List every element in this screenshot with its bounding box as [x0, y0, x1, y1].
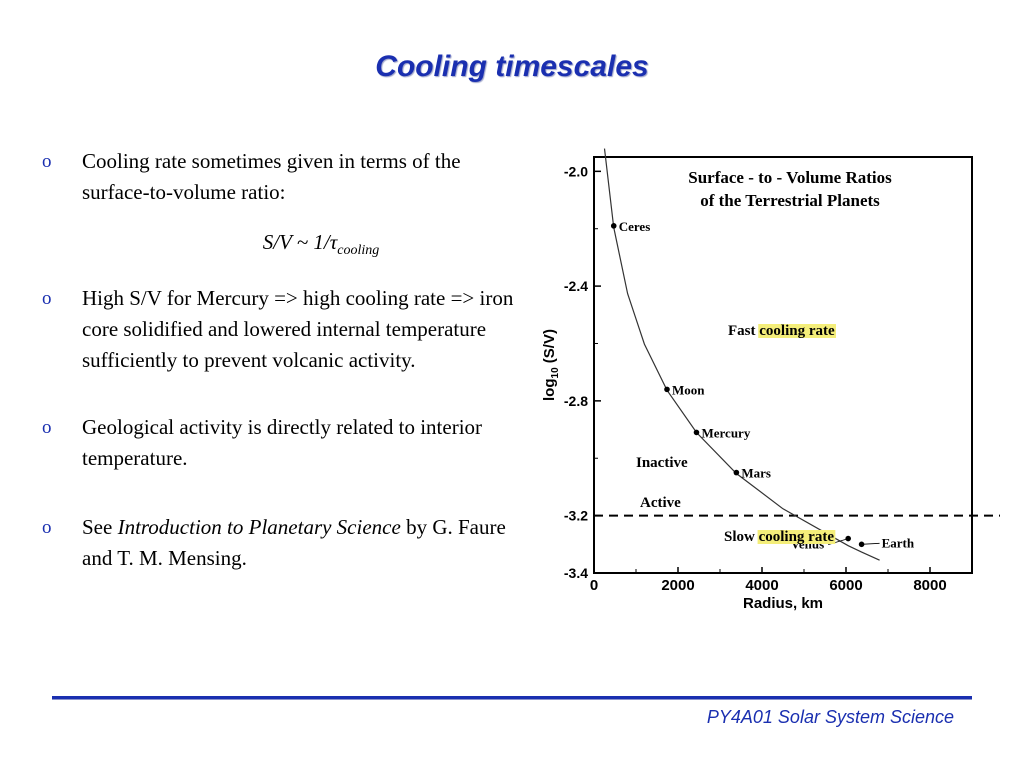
chart-annotation: Active: [640, 495, 681, 511]
planet-label: Moon: [672, 382, 705, 397]
chart-annotation: Fast cooling rate: [728, 323, 835, 339]
chart-annotations: Fast cooling rate Inactive Active Slow cool…: [636, 323, 836, 545]
chart-subtitle: of the Terrestrial Planets: [700, 191, 880, 210]
highlight-box: [758, 324, 836, 338]
x-tick-label: 0: [590, 577, 598, 594]
footer-rule: [52, 696, 972, 700]
annotation-text: Fast: [728, 323, 759, 339]
formula-main: S/V ~ 1/τ: [262, 230, 338, 254]
bullet-text: Geological activity is directly related …: [82, 415, 483, 471]
planet-label: Ceres: [619, 219, 651, 234]
planet-point: [610, 223, 617, 229]
bullet-text: High S/V for Mercury => high cooling rat…: [82, 286, 514, 373]
bullet-item: o High S/V for Mercury => high cooling r…: [40, 283, 518, 376]
chart-annotation: Inactive: [636, 455, 688, 471]
annotation-text: Inactive: [636, 455, 688, 471]
planet-label: Mars: [741, 466, 771, 481]
x-axis-label: Radius, km: [743, 595, 823, 612]
plot-frame: [593, 156, 973, 574]
planet-point: [858, 541, 865, 548]
chart-figure: Surface - to - Volume Ratios of the Terr…: [532, 143, 1002, 613]
annotation-text: Slow: [724, 529, 759, 545]
y-tick-label: -3.2: [564, 508, 588, 524]
bullet-marker: o: [42, 517, 52, 539]
bullet-list: o Cooling rate sometimes given in terms …: [40, 146, 518, 574]
book-title: Introduction to Planetary Science: [117, 515, 401, 540]
y-tick-label: -2.4: [564, 278, 588, 294]
y-axis-label: log10 (S/V): [541, 329, 561, 401]
formula-subscript: cooling: [337, 243, 380, 259]
bullet-item: o Cooling rate sometimes given in terms …: [40, 146, 518, 208]
bullet-text: Cooling rate sometimes given in terms of…: [82, 149, 461, 204]
x-ticks: 0 2000 4000 6000 8000: [590, 567, 947, 594]
sv-ratio-chart: Surface - to - Volume Ratios of the Terr…: [532, 143, 1002, 613]
bullet-item: o Geological activity is directly relate…: [40, 412, 518, 474]
y-tick-label: -3.4: [564, 565, 588, 581]
bullet-text: See Introduction to Planetary Science by…: [82, 515, 506, 570]
planet-point: [733, 469, 740, 476]
slide-title: Cooling timescales: [375, 50, 649, 83]
bullet-marker: o: [42, 151, 52, 172]
leader-line: [861, 542, 880, 545]
planet-point: [664, 386, 670, 393]
planet-label: Earth: [882, 535, 915, 550]
footer-text: PY4A01 Solar System Science: [706, 707, 954, 727]
x-tick-label: 6000: [829, 577, 862, 594]
annotation-highlight: cooling rate: [759, 323, 835, 339]
planet-label: Mercury: [701, 425, 750, 440]
bullet-marker: o: [42, 288, 52, 310]
bullet-marker: o: [42, 417, 52, 439]
annotation-highlight: cooling rate: [759, 529, 835, 545]
x-tick-label: 8000: [913, 577, 946, 594]
bullet-item: o See Introduction to Planetary Science …: [40, 512, 518, 574]
highlight-box: [757, 530, 836, 544]
formula: S/V ~ 1/τcooling: [40, 230, 518, 259]
chart-title: Surface - to - Volume Ratios: [688, 168, 892, 187]
chart-annotation: Slow cooling rate: [724, 529, 834, 545]
citation-post: by G. Faure and T. M. Mensing.: [82, 515, 506, 571]
y-tick-label: -2.0: [564, 163, 588, 179]
annotation-text: Active: [640, 495, 681, 511]
planet-point: [693, 429, 700, 436]
citation-pre: See: [82, 515, 118, 540]
y-tick-label: -2.8: [564, 393, 588, 409]
planet-point: [845, 535, 851, 542]
x-tick-label: 2000: [661, 577, 694, 594]
x-tick-label: 4000: [745, 577, 778, 594]
